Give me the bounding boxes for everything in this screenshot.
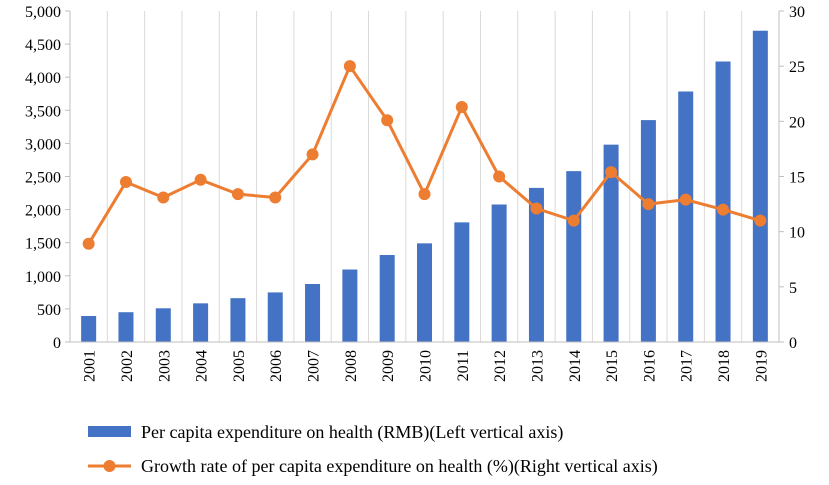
right-tick-label: 5: [789, 280, 797, 297]
x-tick-label-2004: 2004: [194, 350, 211, 382]
bar-2019: [752, 30, 768, 342]
bar-2001: [81, 315, 97, 342]
growth-rate-point-2010: [418, 188, 431, 201]
left-tick-label: 3,500: [25, 103, 61, 120]
growth-rate-point-2002: [119, 176, 132, 189]
left-tick-label: 4,000: [25, 70, 61, 87]
growth-rate-point-2019: [754, 214, 767, 227]
left-tick-label: 3,000: [25, 136, 61, 153]
right-tick-label: 20: [789, 114, 805, 131]
x-tick-label-2007: 2007: [306, 350, 323, 382]
right-tick-label: 0: [789, 335, 797, 352]
bar-2008: [342, 269, 358, 342]
axis-layer: 0 500 1,000 1,500 2,000 2,500 3,000 3,500 4,000 4…: [25, 4, 805, 382]
x-tick-label-2017: 2017: [679, 350, 696, 382]
bar-2012: [491, 204, 507, 342]
x-tick-label-2005: 2005: [231, 350, 248, 382]
growth-rate-point-2006: [269, 191, 282, 204]
left-tick-label: 0: [53, 335, 61, 352]
legend-line-label: Growth rate of per capita expenditure on…: [141, 456, 658, 477]
bar-2006: [267, 292, 283, 342]
bar-2010: [417, 243, 432, 342]
x-tick-label-2018: 2018: [716, 350, 733, 382]
growth-rate-point-2008: [343, 60, 356, 73]
bar-2016: [640, 120, 656, 343]
bar-2002: [118, 312, 134, 342]
x-tick-label-2002: 2002: [119, 350, 136, 382]
bar-2004: [193, 303, 209, 342]
bar-2005: [230, 298, 246, 342]
bar-2015: [603, 144, 619, 342]
legend-bar-label: Per capita expenditure on health (RMB)(L…: [141, 422, 563, 443]
x-tick-label-2009: 2009: [380, 350, 397, 382]
growth-rate-point-2005: [231, 188, 244, 201]
x-tick-label-2012: 2012: [492, 350, 509, 382]
legend-bar-swatch: [88, 426, 131, 437]
x-tick-label-2013: 2013: [529, 350, 546, 382]
bar-2017: [678, 91, 694, 342]
x-tick-label-2014: 2014: [567, 350, 584, 382]
left-tick-label: 5,000: [25, 4, 61, 21]
right-tick-label: 15: [789, 170, 805, 187]
left-tick-label: 4,500: [25, 37, 61, 54]
bar-2007: [305, 284, 321, 342]
right-tick-label: 30: [789, 4, 805, 21]
legend: Per capita expenditure on health (RMB)(L…: [88, 422, 658, 477]
line-series-layer: [82, 60, 767, 250]
bar-2014: [566, 171, 582, 342]
growth-rate-point-2007: [306, 148, 319, 161]
growth-rate-point-2009: [381, 114, 394, 127]
growth-rate-point-2001: [82, 237, 95, 250]
growth-rate-point-2004: [194, 173, 207, 186]
x-tick-label-2003: 2003: [156, 350, 173, 382]
growth-rate-point-2014: [567, 214, 580, 227]
bar-2018: [715, 61, 731, 343]
x-tick-label-2006: 2006: [268, 350, 285, 382]
right-tick-label: 25: [789, 59, 805, 76]
left-tick-label: 500: [37, 302, 61, 319]
bar-series-layer: [81, 30, 768, 343]
bar-2011: [454, 222, 470, 342]
growth-rate-point-2013: [530, 202, 543, 215]
right-tick-label: 10: [789, 225, 805, 242]
legend-line-marker: [103, 460, 116, 472]
x-tick-label-2015: 2015: [604, 350, 621, 382]
growth-rate-point-2015: [605, 166, 618, 179]
growth-rate-point-2003: [157, 191, 170, 204]
bar-2013: [528, 187, 544, 342]
growth-rate-line: [87, 64, 761, 245]
x-tick-label-2008: 2008: [343, 350, 360, 382]
x-tick-label-2016: 2016: [641, 350, 658, 382]
left-tick-label: 1,500: [25, 236, 61, 253]
growth-rate-point-2011: [455, 100, 468, 113]
x-tick-label-2010: 2010: [418, 350, 435, 382]
left-tick-label: 2,000: [25, 203, 61, 220]
grid-layer: [69, 11, 780, 342]
bar-2009: [379, 255, 395, 342]
left-tick-label: 2,500: [25, 170, 61, 187]
x-tick-label-2001: 2001: [82, 350, 99, 382]
left-tick-label: 1,000: [25, 269, 61, 286]
growth-rate-point-2016: [642, 198, 655, 211]
x-tick-label-2019: 2019: [753, 350, 770, 382]
growth-rate-point-2012: [493, 170, 506, 183]
growth-rate-point-2017: [679, 193, 692, 206]
bar-2003: [155, 308, 171, 342]
growth-rate-point-2018: [717, 203, 730, 216]
x-tick-label-2011: 2011: [455, 350, 472, 381]
